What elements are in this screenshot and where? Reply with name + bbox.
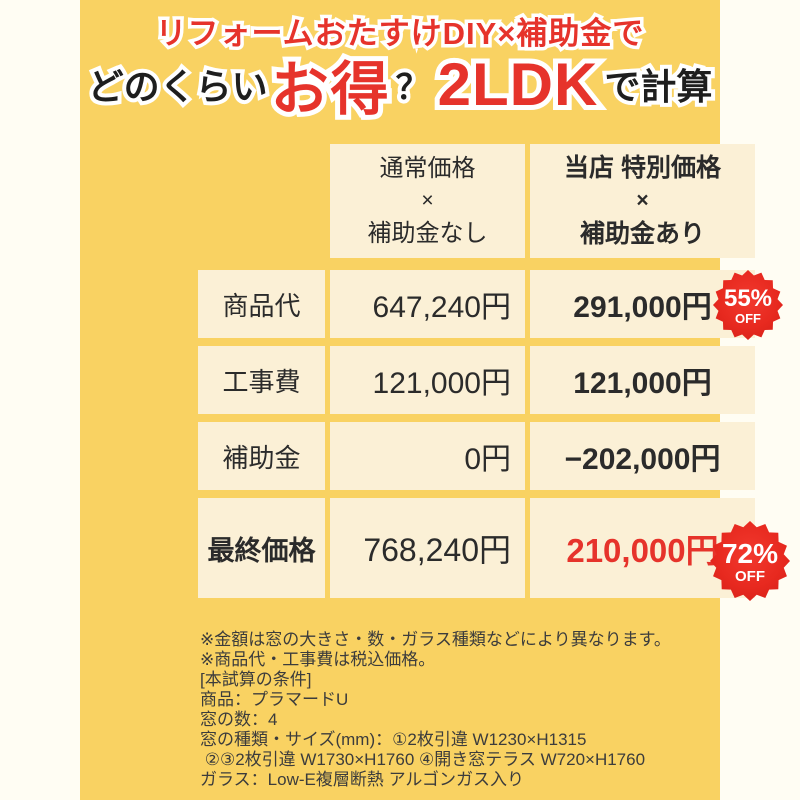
footnote-line: [本試算の条件]	[200, 670, 312, 689]
starburst-icon	[710, 521, 790, 601]
discount-percent: 55%	[723, 284, 773, 312]
normal-price-product-cost: 647,240円	[330, 270, 525, 338]
normal-price-construction-cost: 121,000円	[330, 346, 525, 414]
title-prefix: どのくらい	[88, 58, 268, 110]
footnote-line: ガラス：Low-E複層断熱 アルゴンガス入り	[200, 770, 525, 789]
column-header-title: 当店 特別価格	[564, 153, 721, 182]
footnote-line: ※金額は窓の大きさ・数・ガラス種類などにより異なります。	[200, 630, 671, 649]
column-header-title: 通常価格	[379, 154, 476, 182]
banner-title: どのくらい お得 ？ 2LDK で計算	[80, 42, 720, 126]
title-deal: お得	[271, 42, 391, 126]
footnote-line: 商品：プラマードU	[200, 690, 349, 709]
multiply-sign: ×	[636, 188, 649, 212]
discount-badge-text: 72% OFF	[710, 521, 790, 601]
row-label-construction-cost: 工事費	[198, 346, 325, 414]
footnote-line: 窓の数：4	[200, 710, 278, 729]
discount-badge-72: 72% OFF	[710, 521, 790, 601]
title-question-mark: ？	[396, 60, 430, 109]
discount-percent: 72%	[721, 537, 779, 569]
column-header-special-price: 当店 特別価格 × 補助金あり	[530, 144, 755, 258]
yellow-background: リフォームおたすけDIY×補助金で どのくらい お得 ？ 2LDK で計算 通常…	[80, 0, 790, 800]
special-price-construction-cost: 121,000円	[530, 346, 755, 414]
normal-price-subsidy: 0円	[330, 422, 525, 490]
discount-off-label: OFF	[735, 310, 761, 326]
footnote-line: 窓の種類・サイズ(mm)：①2枚引違 W1230×H1315	[200, 730, 587, 749]
row-label-subsidy: 補助金	[198, 422, 325, 490]
footnote-line: ※商品代・工事費は税込価格。	[200, 650, 436, 669]
discount-badge-text: 55% OFF	[713, 270, 783, 340]
column-header-normal-price: 通常価格 × 補助金なし	[330, 144, 525, 258]
multiply-sign: ×	[421, 188, 434, 212]
starburst-icon	[713, 270, 783, 340]
normal-price-final: 768,240円	[330, 498, 525, 598]
column-header-subtitle: 補助金あり	[579, 220, 705, 249]
title-suffix: で計算	[604, 58, 712, 110]
footnotes: ※金額は窓の大きさ・数・ガラス種類などにより異なります。 ※商品代・工事費は税込…	[200, 630, 671, 790]
column-header-subtitle: 補助金なし	[367, 220, 488, 248]
special-price-subsidy: −202,000円	[530, 422, 755, 490]
discount-off-label: OFF	[735, 567, 765, 585]
banner-subtitle: リフォームおたすけDIY×補助金で	[80, 8, 720, 53]
title-plan: 2LDK	[438, 50, 599, 119]
discount-badge-55: 55% OFF	[713, 270, 783, 340]
row-label-product-cost: 商品代	[198, 270, 325, 338]
footnote-line: ②③2枚引違 W1730×H1760 ④開き窓テラス W720×H1760	[200, 750, 646, 769]
row-label-final-price: 最終価格	[198, 498, 325, 598]
